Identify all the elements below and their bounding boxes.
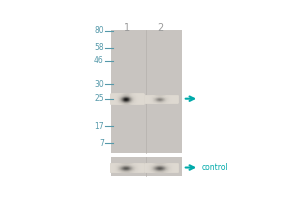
Text: 1: 1 (124, 23, 130, 33)
Bar (111, 30, 182, 153)
Text: 30: 30 (94, 80, 104, 89)
Text: 2: 2 (158, 23, 164, 33)
Text: control: control (201, 163, 228, 172)
Text: 7: 7 (99, 139, 104, 148)
Text: 25: 25 (94, 94, 104, 103)
Bar (111, 157, 182, 176)
Text: 17: 17 (94, 122, 104, 131)
Text: 80: 80 (94, 26, 104, 35)
Text: 46: 46 (94, 56, 104, 65)
Text: 58: 58 (94, 43, 104, 52)
